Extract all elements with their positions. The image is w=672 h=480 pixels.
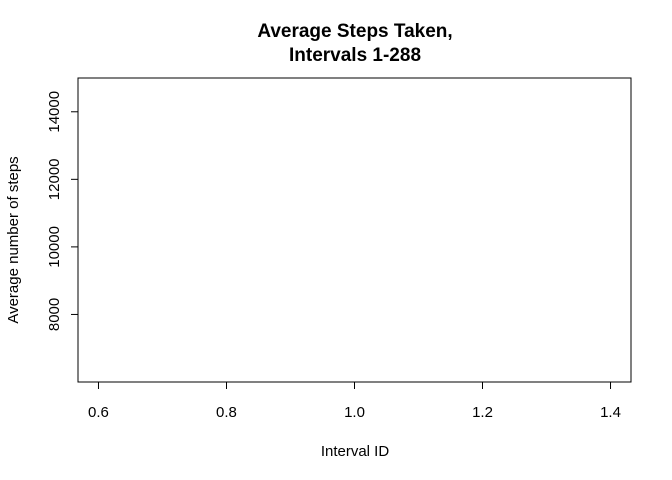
y-tick-label: 10000 <box>46 226 63 268</box>
x-tick-label: 1.2 <box>472 404 493 421</box>
x-tick-label: 0.8 <box>216 404 237 421</box>
plot-frame <box>77 77 632 383</box>
y-axis: 8000 10000 12000 14000 <box>46 91 79 331</box>
y-tick-label: 12000 <box>46 158 63 200</box>
x-axis-label: Interval ID <box>321 443 390 460</box>
x-tick-label: 0.6 <box>88 404 109 421</box>
y-axis-label: Average number of steps <box>5 156 22 323</box>
x-axis: 0.6 0.8 1.0 1.2 1.4 <box>88 381 621 421</box>
chart-title-line-2: Intervals 1-288 <box>289 45 421 66</box>
x-tick-label: 1.0 <box>344 404 365 421</box>
y-tick-label: 8000 <box>46 298 63 331</box>
x-tick-label: 1.4 <box>600 404 621 421</box>
chart-title-line-1: Average Steps Taken, <box>257 21 452 42</box>
y-tick-label: 14000 <box>46 91 63 133</box>
